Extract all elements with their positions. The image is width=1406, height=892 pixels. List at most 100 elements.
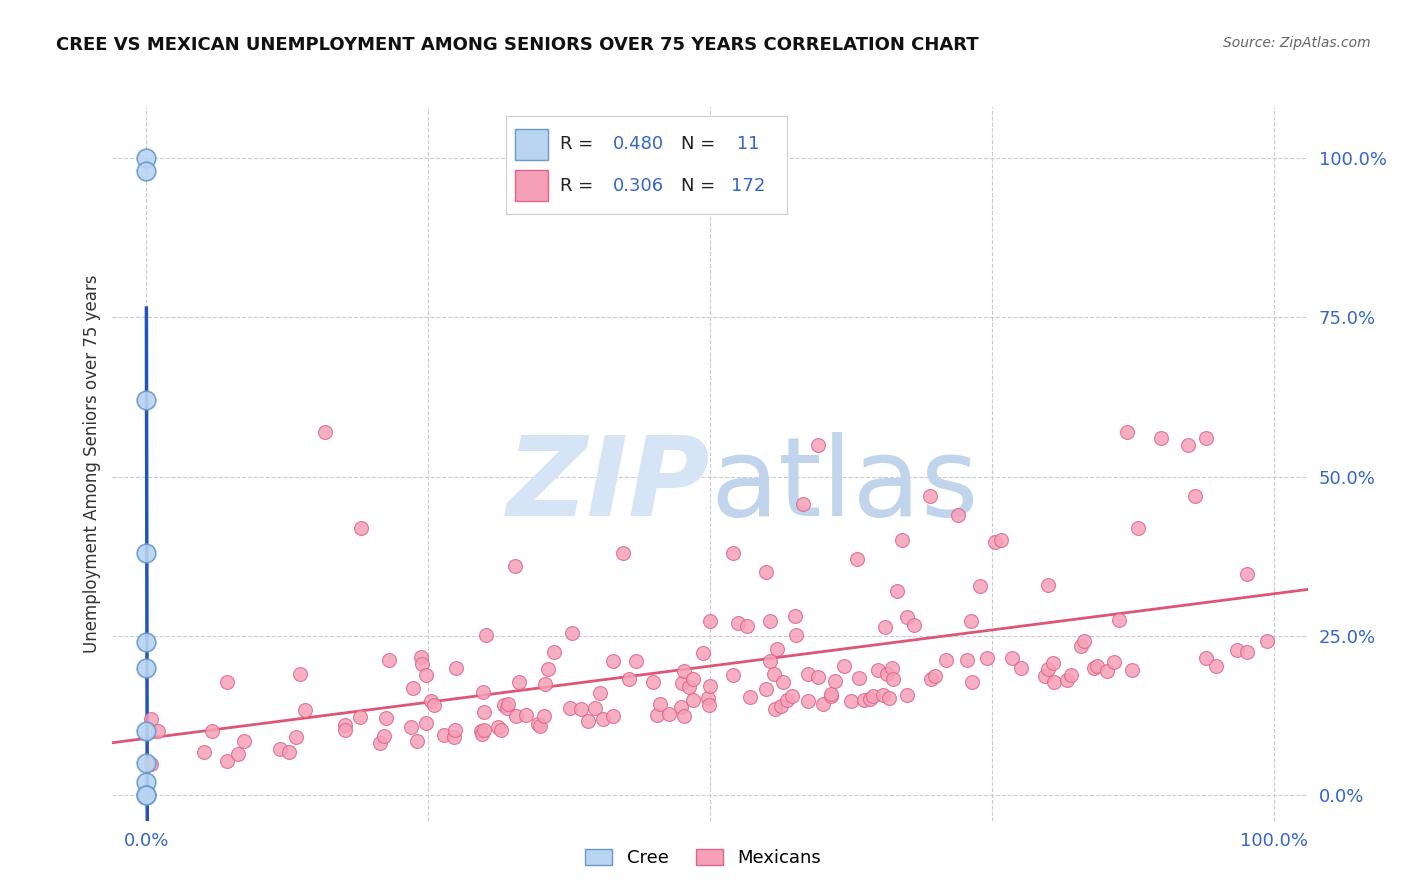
Point <box>762 667 785 681</box>
Point <box>832 658 855 673</box>
Point <box>135 788 157 802</box>
Point <box>1184 489 1206 503</box>
Point <box>692 646 714 660</box>
Point <box>697 698 720 712</box>
Point <box>845 552 868 566</box>
Point <box>537 662 560 676</box>
Point <box>529 719 551 733</box>
Point <box>1205 659 1227 673</box>
Point <box>415 715 437 730</box>
Point <box>723 668 745 682</box>
Point <box>792 498 814 512</box>
Point <box>471 727 494 741</box>
Point <box>1195 431 1218 445</box>
Point <box>288 667 311 681</box>
Point <box>508 674 530 689</box>
Text: CREE VS MEXICAN UNEMPLOYMENT AMONG SENIORS OVER 75 YEARS CORRELATION CHART: CREE VS MEXICAN UNEMPLOYMENT AMONG SENIO… <box>56 36 979 54</box>
Point <box>444 723 467 737</box>
Point <box>135 756 157 771</box>
Text: Source: ZipAtlas.com: Source: ZipAtlas.com <box>1223 36 1371 50</box>
Point <box>721 546 744 560</box>
Point <box>527 717 550 731</box>
Point <box>135 788 157 802</box>
Point <box>333 723 356 738</box>
Point <box>807 438 830 452</box>
Point <box>215 674 238 689</box>
Point <box>617 672 640 686</box>
Point <box>1256 633 1278 648</box>
Point <box>811 697 834 711</box>
Point <box>135 151 157 165</box>
Point <box>1102 655 1125 669</box>
Point <box>960 614 983 628</box>
Point <box>399 720 422 734</box>
Point <box>924 669 946 683</box>
Point <box>984 535 1007 549</box>
Point <box>903 617 925 632</box>
Point <box>314 425 336 439</box>
Point <box>405 733 427 747</box>
FancyBboxPatch shape <box>515 170 548 202</box>
Point <box>1038 662 1060 676</box>
Point <box>470 723 492 738</box>
Point <box>859 692 882 706</box>
Point <box>1177 438 1199 452</box>
Point <box>658 706 681 721</box>
Point <box>735 619 758 633</box>
Point <box>585 700 607 714</box>
Point <box>420 693 443 707</box>
Point <box>515 708 537 723</box>
Point <box>491 723 513 738</box>
Point <box>1038 578 1060 592</box>
Point <box>561 626 583 640</box>
Point <box>699 679 721 693</box>
Point <box>918 489 941 503</box>
Point <box>960 675 983 690</box>
FancyBboxPatch shape <box>515 128 548 161</box>
Point <box>215 754 238 768</box>
Point <box>776 693 799 707</box>
Point <box>444 661 467 675</box>
Point <box>699 614 721 628</box>
Point <box>602 708 624 723</box>
Point <box>201 724 224 739</box>
Point <box>349 710 371 724</box>
Point <box>1056 673 1078 688</box>
Point <box>806 670 828 684</box>
Point <box>135 775 157 789</box>
Point <box>672 664 695 678</box>
Point <box>1150 431 1173 445</box>
Point <box>472 705 495 719</box>
Point <box>755 682 778 697</box>
Point <box>990 533 1012 548</box>
Point <box>1236 645 1258 659</box>
Point <box>232 734 254 748</box>
Text: 11: 11 <box>731 136 759 153</box>
Text: 172: 172 <box>731 177 765 194</box>
Point <box>672 709 695 723</box>
Point <box>882 672 904 686</box>
Point <box>278 745 301 759</box>
Point <box>543 645 565 659</box>
Text: R =: R = <box>560 136 599 153</box>
Point <box>727 616 749 631</box>
Point <box>1108 613 1130 627</box>
Point <box>1116 425 1139 439</box>
Point <box>612 546 634 560</box>
Point <box>848 671 870 685</box>
Point <box>1236 567 1258 582</box>
Point <box>772 675 794 690</box>
Point <box>671 676 693 690</box>
Point <box>820 687 842 701</box>
Point <box>269 741 291 756</box>
Point <box>350 520 373 534</box>
Point <box>759 654 782 668</box>
Text: N =: N = <box>681 136 720 153</box>
Point <box>135 724 157 739</box>
Point <box>785 627 807 641</box>
Point <box>409 650 432 665</box>
Point <box>411 657 433 671</box>
Point <box>505 709 527 723</box>
Point <box>560 701 582 715</box>
Point <box>533 677 555 691</box>
